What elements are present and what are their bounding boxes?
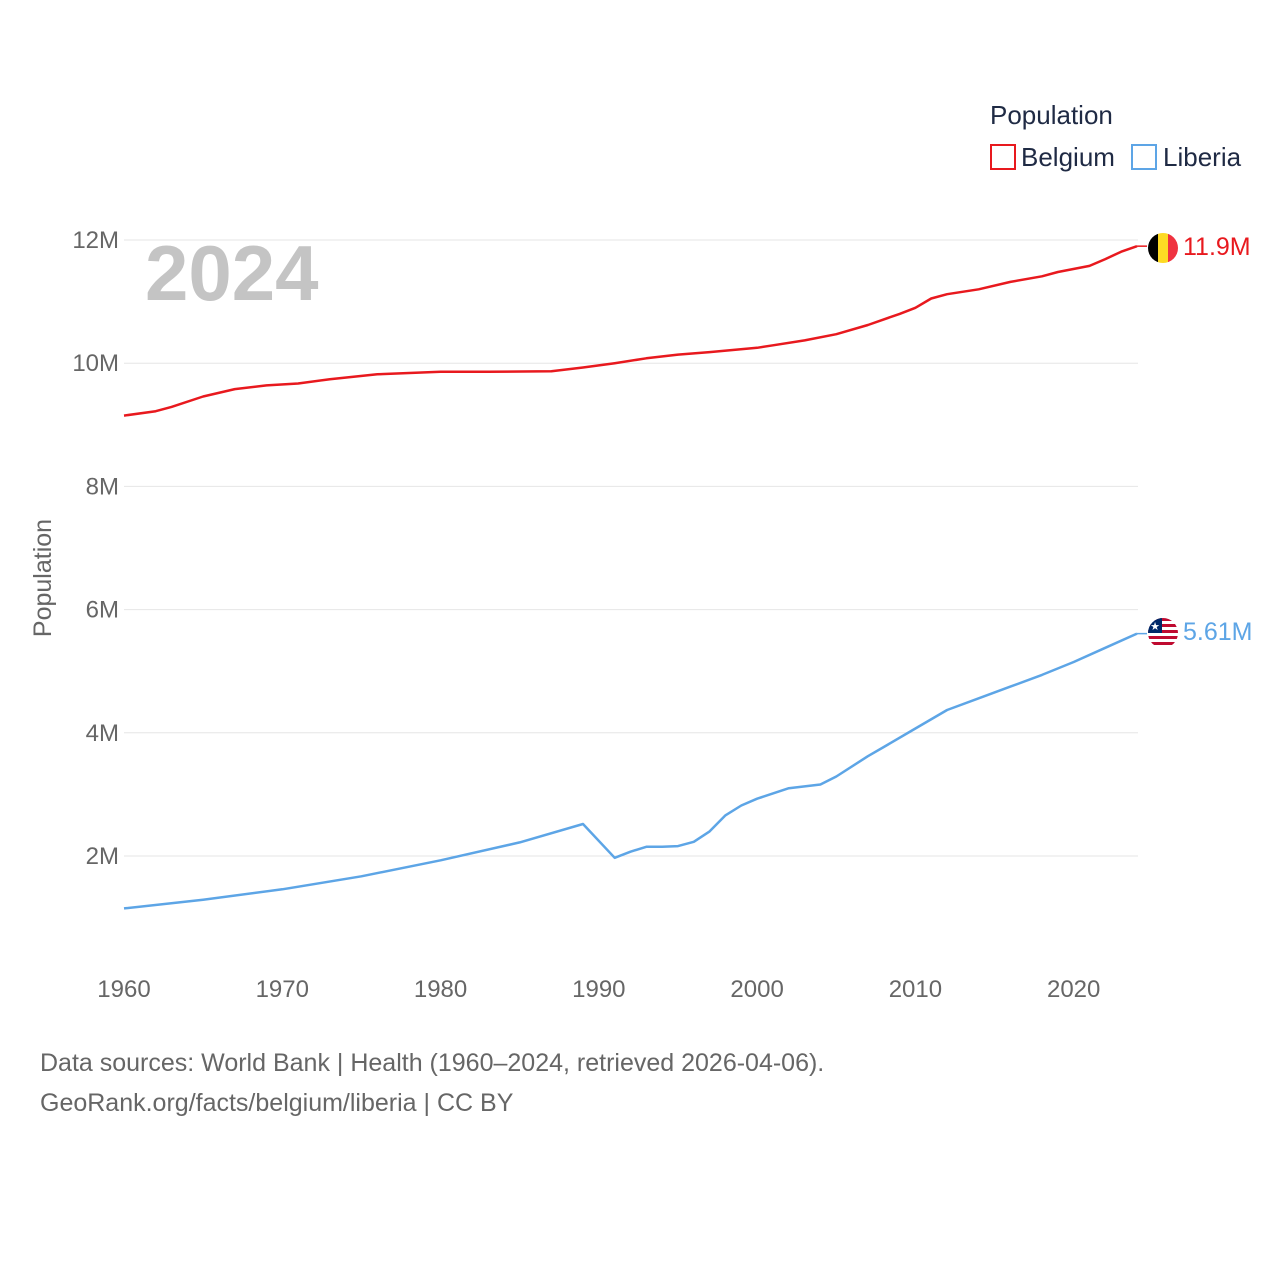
x-tick-label: 1960 xyxy=(97,976,150,1003)
end-label-belgium: 11.9M xyxy=(1183,233,1251,261)
liberia-flag-icon: ★ xyxy=(1148,618,1178,648)
series-line-liberia[interactable] xyxy=(123,632,1138,910)
y-tick-label: 6M xyxy=(86,597,119,624)
y-axis-ticks: 2M 4M 6M 8M 10M 12M xyxy=(72,227,119,870)
legend-label-belgium: Belgium xyxy=(1021,142,1115,172)
legend-title: Population xyxy=(990,100,1113,130)
legend-swatch-liberia xyxy=(1131,144,1157,170)
year-watermark: 2024 xyxy=(145,229,319,317)
y-tick-label: 8M xyxy=(86,473,119,500)
population-chart: 2M 4M 6M 8M 10M 12M 1960 1970 1980 1990 2000 2010 2… xyxy=(29,100,1252,1003)
end-label-liberia: 5.61M xyxy=(1183,618,1252,646)
legend-item-belgium[interactable]: Belgium xyxy=(990,142,1115,172)
legend-label-liberia: Liberia xyxy=(1163,142,1242,172)
y-tick-label: 4M xyxy=(86,720,119,747)
x-axis-ticks: 1960 1970 1980 1990 2000 2010 2020 xyxy=(97,976,1100,1003)
footer-attribution[interactable]: GeoRank.org/facts/belgium/liberia | CC B… xyxy=(40,1089,514,1117)
footer: Data sources: World Bank | Health (1960–… xyxy=(40,1043,824,1123)
y-tick-label: 12M xyxy=(72,227,119,254)
x-tick-label: 1980 xyxy=(414,976,467,1003)
gridlines xyxy=(124,239,1138,857)
belgium-flag-icon xyxy=(1148,233,1178,263)
y-tick-label: 10M xyxy=(72,350,119,377)
y-axis-label: Population xyxy=(29,519,57,637)
x-tick-label: 1970 xyxy=(256,976,309,1003)
x-tick-label: 2010 xyxy=(889,976,942,1003)
legend-swatch-belgium xyxy=(990,144,1016,170)
legend-item-liberia[interactable]: Liberia xyxy=(1131,142,1242,172)
legend: Population Belgium Liberia xyxy=(990,100,1242,172)
svg-text:★: ★ xyxy=(1150,620,1160,633)
x-tick-label: 2020 xyxy=(1047,976,1100,1003)
series-line-belgium[interactable] xyxy=(123,245,1138,417)
footer-sources: Data sources: World Bank | Health (1960–… xyxy=(40,1049,825,1077)
x-tick-label: 2000 xyxy=(730,976,783,1003)
series-layer xyxy=(123,245,1147,910)
x-tick-label: 1990 xyxy=(572,976,625,1003)
y-tick-label: 2M xyxy=(86,843,119,870)
